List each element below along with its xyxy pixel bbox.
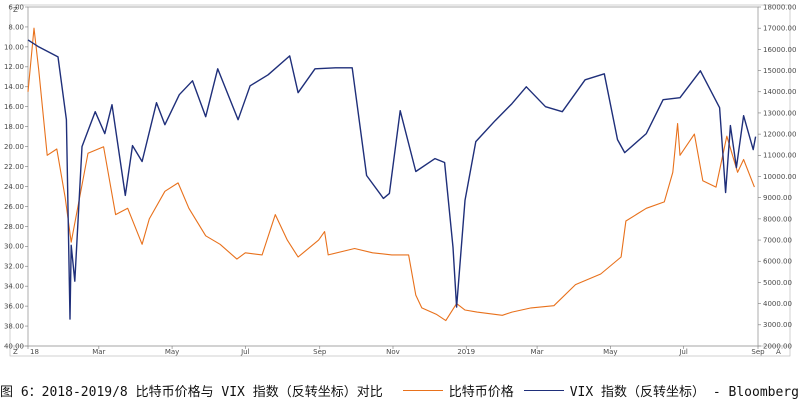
date-axis-tick-label: 2019 [457, 348, 475, 356]
right-axis-tick-label: 14000.00 [763, 88, 796, 96]
date-axis-tick-label: Nov [386, 348, 400, 356]
left-axis-tick-label: 8.00 [8, 23, 24, 31]
vix-legend-label: VIX 指数（反转坐标） - Bloomberg [569, 384, 799, 400]
right-axis-tick-label: 10000.00 [763, 173, 796, 181]
left-axis-tick-label: 6.00 [8, 3, 24, 11]
right-axis-tick-label: 6000.00 [763, 258, 792, 266]
vix-legend-swatch [523, 389, 564, 391]
btc-vix-line-chart: 6.00 8.00 10.00 12.00 14.00 16.00 18.00 20.00 22… [4, 3, 796, 357]
caption-title: 图 6：2018-2019/8 比特币价格与 VIX 指数（反转坐标）对比 [0, 384, 383, 400]
left-axis-tick-label: 34.00 [4, 283, 24, 291]
date-axis-tick-label: 18 [30, 348, 39, 356]
left-axis-tick-label: 20.00 [4, 143, 24, 151]
plot-frame [27, 6, 759, 347]
right-axis-tick-label: 16000.00 [763, 46, 796, 54]
date-axis-tick-label: May [603, 348, 617, 356]
date-axis-tick-label: Mar [530, 348, 543, 356]
date-axis-tick-label: Jul [240, 348, 250, 356]
left-axis-tick-label: 36.00 [4, 303, 24, 311]
right-axis-tick-label: 5000.00 [763, 279, 792, 287]
left-axis-tick-label: 32.00 [4, 263, 24, 271]
date-axis-tick-label: Jul [678, 348, 688, 356]
left-axis-tick-label: 22.00 [4, 163, 24, 171]
btc-price-line [27, 27, 755, 322]
btc-legend-swatch [402, 389, 443, 391]
left-axis-tick-label: 12.00 [4, 63, 24, 71]
chart-border [9, 4, 791, 357]
btc-legend-label: 比特币价格 [448, 384, 514, 400]
right-axis-tick-label: 8000.00 [763, 215, 792, 223]
left-axis-tick-label: 16.00 [4, 103, 24, 111]
corner-label-left-bottom: Z [13, 348, 18, 356]
right-axis-tick-label: 11000.00 [763, 152, 796, 160]
date-axis-tick-label: Sep [313, 348, 327, 356]
right-axis-tick-label: 3000.00 [763, 321, 792, 329]
right-axis-tick-label: 18000.00 [763, 3, 796, 11]
corner-label-right-bottom: A [776, 348, 781, 356]
date-axis-tick-label: Mar [92, 348, 105, 356]
right-axis-tick-label: 9000.00 [763, 194, 792, 202]
right-axis-tick-label: 15000.00 [763, 67, 796, 75]
right-axis-tick-label: 12000.00 [763, 131, 796, 139]
left-axis-tick-label: 38.00 [4, 322, 24, 330]
left-axis-tick-label: 40.00 [4, 342, 24, 350]
date-axis-tick-label: Sep [751, 348, 765, 356]
left-axis-tick-label: 30.00 [4, 243, 24, 251]
right-axis-tick-label: 17000.00 [763, 25, 796, 33]
right-axis-tick-label: 13000.00 [763, 109, 796, 117]
figure-caption: 图 6：2018-2019/8 比特币价格与 VIX 指数（反转坐标）对比 比特… [0, 381, 800, 400]
vix-index-line [27, 39, 757, 320]
right-axis-tick-label: 7000.00 [763, 236, 792, 244]
left-axis-tick-label: 18.00 [4, 123, 24, 131]
left-axis-tick-label: 26.00 [4, 203, 24, 211]
date-axis-tick-label: May [165, 348, 179, 356]
left-axis-tick-label: 24.00 [4, 183, 24, 191]
right-axis-tick-label: 4000.00 [763, 300, 792, 308]
chart-area: 6.00 8.00 10.00 12.00 14.00 16.00 18.00 20.00 22… [4, 3, 796, 357]
left-axis-tick-label: 14.00 [4, 83, 24, 91]
left-axis-tick-label: 28.00 [4, 223, 24, 231]
right-axis-tick-label: 2000.00 [763, 342, 792, 350]
corner-label-left-top: Z [13, 6, 18, 14]
left-axis-tick-label: 10.00 [4, 43, 24, 51]
